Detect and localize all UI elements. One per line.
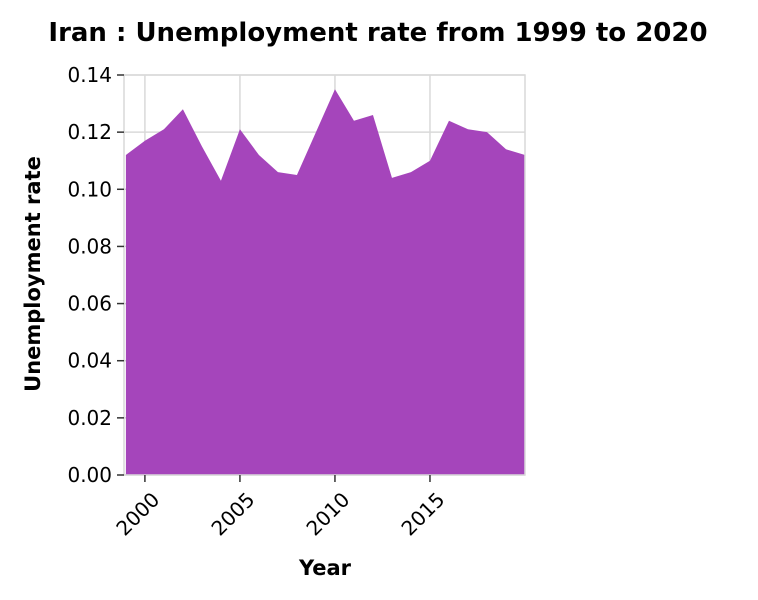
y-tick-label: 0.04 (67, 349, 112, 373)
x-tick-label: 2000 (111, 487, 164, 540)
y-axis-label: Unemployment rate (21, 156, 45, 392)
x-axis: 2000 2005 2010 2015 (111, 475, 449, 540)
chart-title: Iran : Unemployment rate from 1999 to 20… (48, 18, 707, 48)
y-tick-label: 0.10 (67, 177, 112, 201)
y-tick-label: 0.08 (67, 234, 112, 258)
y-axis: 0.00 0.02 0.04 0.06 0.08 0.10 0.12 0.14 (67, 63, 124, 487)
y-tick-label: 0.12 (67, 120, 112, 144)
y-tick-label: 0.02 (67, 406, 112, 430)
y-tick-label: 0.14 (67, 63, 112, 87)
area-series (125, 89, 525, 476)
x-tick-label: 2010 (301, 487, 354, 540)
y-tick-label: 0.06 (67, 292, 112, 316)
plot-frame (123, 74, 526, 476)
x-axis-label: Year (298, 556, 352, 580)
y-tick-label: 0.00 (67, 463, 112, 487)
x-tick-label: 2005 (206, 487, 259, 540)
x-tick-label: 2015 (396, 487, 449, 540)
